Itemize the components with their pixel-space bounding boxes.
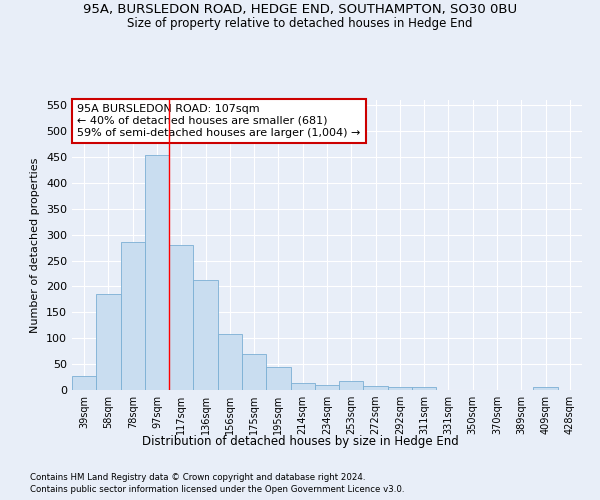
Bar: [339, 380, 364, 390]
Bar: [388, 387, 412, 390]
Y-axis label: Number of detached properties: Number of detached properties: [31, 158, 40, 332]
Text: Contains HM Land Registry data © Crown copyright and database right 2024.: Contains HM Land Registry data © Crown c…: [30, 472, 365, 482]
Bar: [145, 156, 169, 390]
Bar: [266, 367, 290, 390]
Bar: [315, 385, 339, 390]
Bar: [121, 242, 145, 390]
Bar: [242, 354, 266, 390]
Bar: [72, 376, 96, 390]
Bar: [193, 280, 218, 390]
Text: 95A, BURSLEDON ROAD, HEDGE END, SOUTHAMPTON, SO30 0BU: 95A, BURSLEDON ROAD, HEDGE END, SOUTHAMP…: [83, 2, 517, 16]
Bar: [412, 388, 436, 390]
Bar: [169, 245, 193, 390]
Bar: [290, 384, 315, 390]
Text: 95A BURSLEDON ROAD: 107sqm
← 40% of detached houses are smaller (681)
59% of sem: 95A BURSLEDON ROAD: 107sqm ← 40% of deta…: [77, 104, 361, 138]
Bar: [96, 294, 121, 390]
Text: Size of property relative to detached houses in Hedge End: Size of property relative to detached ho…: [127, 18, 473, 30]
Text: Contains public sector information licensed under the Open Government Licence v3: Contains public sector information licen…: [30, 485, 404, 494]
Text: Distribution of detached houses by size in Hedge End: Distribution of detached houses by size …: [142, 435, 458, 448]
Bar: [364, 386, 388, 390]
Bar: [533, 388, 558, 390]
Bar: [218, 334, 242, 390]
